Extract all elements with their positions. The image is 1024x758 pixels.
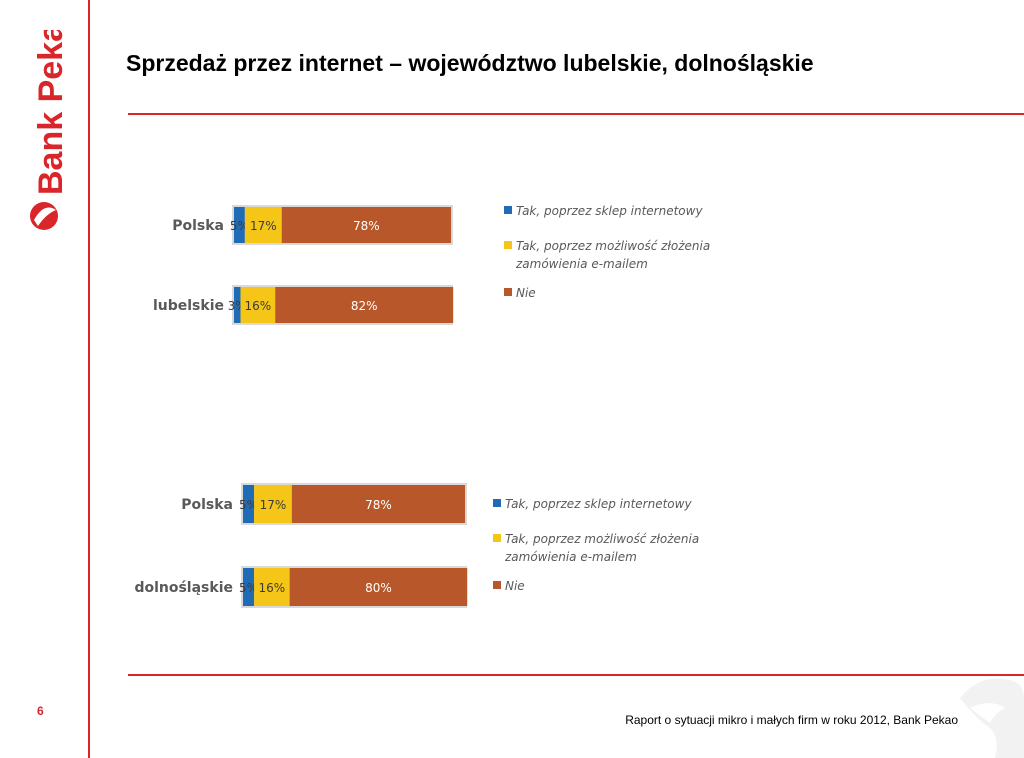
legend-label: Tak, poprzez sklep internetowy — [505, 497, 692, 511]
category-label: dolnośląskie — [134, 580, 233, 596]
bar-segment — [275, 287, 454, 323]
page-title: Sprzedaż przez internet – województwo lu… — [126, 50, 814, 76]
legend-label: Tak, poprzez sklep internetowy — [516, 204, 703, 218]
bar-segment — [243, 568, 255, 606]
legend-label: Nie — [516, 286, 536, 300]
data-label: 5% — [239, 498, 258, 512]
data-label: 5% — [230, 219, 249, 233]
data-label: 82% — [351, 299, 378, 313]
bar-segment — [243, 485, 255, 523]
bar-segment — [254, 568, 290, 606]
legend-label: Nie — [505, 579, 525, 593]
bar-segment — [244, 207, 282, 243]
title-divider — [128, 113, 1024, 115]
legend-label: Tak, poprzez możliwość złożenia — [516, 239, 710, 253]
legend-swatch — [504, 288, 512, 296]
bar-segment — [254, 485, 292, 523]
category-label: Polska — [172, 218, 224, 234]
footer-source: Raport o sytuacji mikro i małych firm w … — [625, 713, 958, 727]
data-label: 78% — [365, 498, 392, 512]
bar-segment — [289, 568, 468, 606]
page-number: 6 — [37, 704, 44, 718]
data-label: 80% — [365, 581, 392, 595]
eagle-watermark-icon — [960, 678, 1024, 758]
legend-swatch — [493, 581, 501, 589]
bank-pekao-logo: Bank Pekao — [30, 30, 70, 230]
chart-dolnoslaskie: Polska 5% 17% 78%dolnośląskie 5% 16% 80%Tak, p… — [134, 483, 699, 608]
legend-label: zamówienia e-mailem — [504, 550, 637, 564]
bar-segment — [234, 207, 245, 243]
data-label: 5% — [239, 581, 258, 595]
legend-swatch — [504, 241, 512, 249]
legend-swatch — [493, 499, 501, 507]
data-label: 17% — [260, 498, 287, 512]
data-label: 78% — [353, 219, 380, 233]
legend-swatch — [493, 534, 501, 542]
data-label: 16% — [259, 581, 286, 595]
category-label: Polska — [181, 497, 233, 513]
bar-segment — [291, 485, 465, 523]
footer-divider — [128, 674, 1024, 676]
legend-label: Tak, poprzez możliwość złożenia — [505, 532, 699, 546]
chart-lubelskie: Polska 5% 17% 78%lubelskie 3%16% 82%Tak, popr… — [153, 204, 710, 325]
data-label: 16% — [245, 299, 272, 313]
legend-swatch — [504, 206, 512, 214]
bar-segment — [281, 207, 451, 243]
bar-segment — [234, 287, 241, 323]
logo-text: Bank Pekao — [32, 30, 70, 195]
data-label: 17% — [250, 219, 277, 233]
left-accent-line — [88, 0, 90, 758]
bar-segment — [240, 287, 276, 323]
legend-label: zamówienia e-mailem — [515, 257, 648, 271]
category-label: lubelskie — [153, 298, 224, 314]
